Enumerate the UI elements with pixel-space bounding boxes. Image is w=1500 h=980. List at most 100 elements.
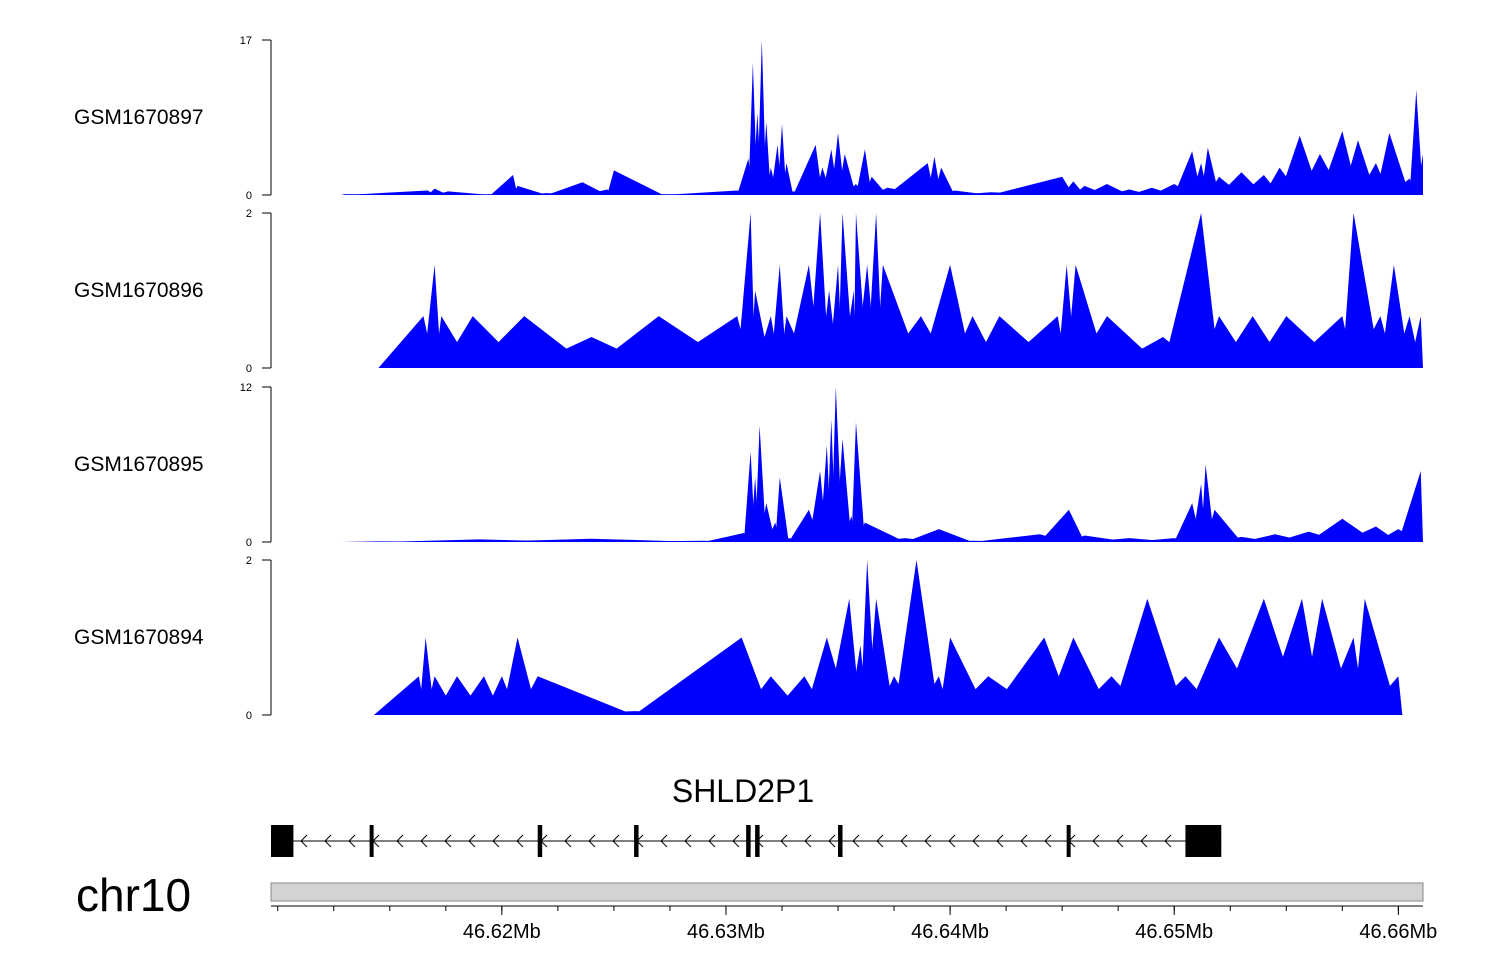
- strand-arrow: [300, 834, 308, 848]
- coverage-peak: [517, 676, 635, 715]
- strand-arrow: [1116, 834, 1124, 848]
- strand-arrow: [900, 834, 908, 848]
- strand-arrow: [1092, 834, 1100, 848]
- strand-arrow: [1140, 834, 1148, 848]
- coverage-peak: [887, 163, 935, 195]
- strand-arrow: [996, 834, 1004, 848]
- strand-arrow: [492, 834, 500, 848]
- coverage-peak: [755, 425, 767, 542]
- coverage-peak: [855, 522, 906, 542]
- genome-axis-tick-label: 46.62Mb: [463, 921, 541, 943]
- coverage-peak: [775, 477, 789, 542]
- coverage-peak: [855, 149, 872, 195]
- y-tick-label-min: 0: [246, 537, 252, 549]
- coverage-peak: [894, 560, 939, 715]
- coverage-peak: [1201, 147, 1220, 195]
- coverage-peak: [658, 316, 751, 368]
- gene-exon: [537, 825, 543, 857]
- strand-arrow: [564, 834, 572, 848]
- coverage-peak: [607, 170, 664, 195]
- coverage-peak: [838, 153, 856, 195]
- coverage-peak: [1398, 470, 1423, 542]
- strand-arrow: [924, 834, 932, 848]
- coverage-peak: [999, 316, 1067, 368]
- coverage-peak: [1409, 316, 1423, 368]
- gene-exon: [634, 825, 639, 857]
- coverage-peak: [1389, 178, 1417, 195]
- gene-exon: [838, 825, 843, 857]
- coverage-peak: [490, 174, 518, 195]
- coverage-peak: [344, 190, 435, 195]
- y-tick-label-min: 0: [246, 710, 252, 722]
- coverage-peak: [920, 264, 973, 368]
- strand-arrow: [1164, 834, 1172, 848]
- coverage-peak: [479, 538, 704, 542]
- coverage-peak: [1416, 153, 1423, 195]
- coverage-peak: [990, 176, 1074, 195]
- strand-arrow: [948, 834, 956, 848]
- y-tick-label-min: 0: [246, 190, 252, 202]
- coverage-peak: [777, 123, 787, 195]
- coverage-peak: [934, 167, 955, 195]
- genome-axis-tick-label: 46.63Mb: [687, 921, 765, 943]
- y-tick-label-max: 17: [240, 35, 252, 47]
- coverage-peak: [1322, 637, 1365, 715]
- strand-arrow: [420, 834, 428, 848]
- gene-exon: [755, 825, 760, 857]
- track-GSM1670894: GSM1670894 2 0: [74, 555, 1403, 722]
- strand-arrow: [396, 834, 404, 848]
- coverage-peak: [1286, 316, 1354, 368]
- coverage-peak: [378, 316, 435, 368]
- strand-arrow: [468, 834, 476, 848]
- strand-arrow: [588, 834, 596, 848]
- coverage-peak: [1039, 509, 1085, 542]
- gene-exon: [369, 825, 374, 857]
- coverage-peak: [835, 438, 852, 542]
- gene-exon: [271, 825, 294, 857]
- coverage-peak: [782, 163, 794, 195]
- gene-exon: [1066, 825, 1071, 857]
- coverage-peak: [513, 185, 547, 195]
- coverage-peak: [842, 290, 856, 368]
- coverage-peak: [770, 264, 787, 368]
- coverage-peak: [1364, 676, 1403, 715]
- y-tick-label-min: 0: [246, 363, 252, 375]
- strand-arrow: [732, 834, 740, 848]
- track-GSM1670897: GSM1670897 17 0: [74, 35, 1423, 202]
- gene-name-label: SHLD2P1: [672, 773, 814, 809]
- coverage-peak: [373, 676, 426, 715]
- y-tick-label-max: 2: [246, 555, 252, 567]
- track-label: GSM1670897: [74, 106, 204, 129]
- strand-arrow: [780, 834, 788, 848]
- strand-arrow: [708, 834, 716, 848]
- coverage-peak: [761, 122, 771, 195]
- coverage-peak: [793, 144, 823, 195]
- gene-exon: [1185, 825, 1222, 857]
- strand-arrow: [684, 834, 692, 848]
- track-GSM1670895: GSM1670895 12 0: [74, 382, 1423, 549]
- coverage-peak: [663, 190, 749, 195]
- coverage-peak: [1163, 213, 1220, 368]
- coverage-peak: [423, 264, 442, 368]
- strand-arrow: [876, 834, 884, 848]
- strand-arrow: [444, 834, 452, 848]
- strand-arrow: [612, 834, 620, 848]
- coverage-peak: [1409, 90, 1423, 195]
- strand-arrow: [1044, 834, 1052, 848]
- chromosome-ideogram: chr10: [76, 869, 1424, 921]
- coverage-peak: [1111, 598, 1186, 715]
- coverage-peak: [757, 40, 767, 195]
- strand-arrow: [348, 834, 356, 848]
- strand-arrow: [516, 834, 524, 848]
- data-tracks: GSM1670897170GSM167089620GSM1670895120GS…: [74, 35, 1423, 722]
- coverage-peak: [546, 182, 608, 195]
- coverage-peak: [1375, 133, 1410, 195]
- strand-arrow: [1020, 834, 1028, 848]
- genome-axis-tick-label: 46.66Mb: [1359, 921, 1437, 943]
- strand-arrow: [660, 834, 668, 848]
- coverage-peak: [1174, 151, 1202, 195]
- genome-axis-tick-label: 46.65Mb: [1135, 921, 1213, 943]
- gene-exon: [746, 825, 751, 857]
- coverage-peak: [634, 637, 771, 715]
